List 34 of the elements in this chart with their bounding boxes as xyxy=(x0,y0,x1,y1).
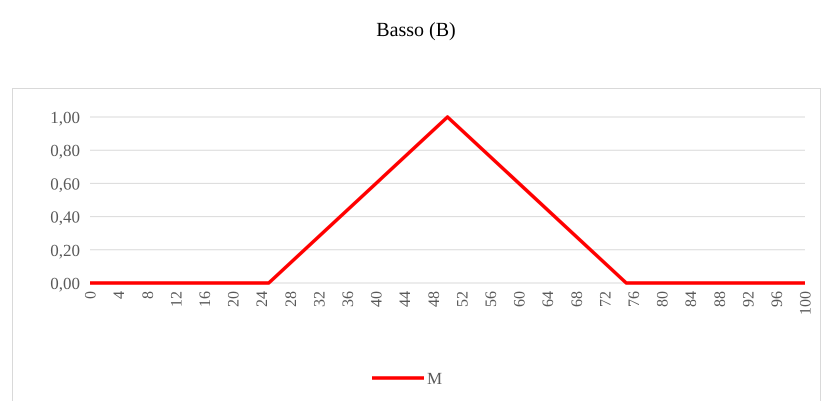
x-tick-label: 0 xyxy=(82,291,100,299)
x-tick-label: 48 xyxy=(426,291,443,307)
x-tick-label: 32 xyxy=(311,291,328,307)
x-tick-label: 44 xyxy=(397,291,414,307)
x-tick-label: 92 xyxy=(740,291,758,307)
y-tick-label: 0,60 xyxy=(50,174,80,194)
x-tick-label: 60 xyxy=(512,291,529,307)
x-tick-label: 28 xyxy=(282,291,300,307)
x-tick-label: 4 xyxy=(111,291,128,299)
x-tick-label: 68 xyxy=(568,291,586,307)
x-tick-label: 96 xyxy=(769,291,786,307)
x-tick-label: 64 xyxy=(540,291,558,307)
y-tick-label: 0,20 xyxy=(50,240,80,260)
x-tick-label: 24 xyxy=(254,291,272,307)
x-tick-label: 16 xyxy=(197,291,214,307)
x-tick-label: 100 xyxy=(798,291,815,315)
y-tick-label: 0,40 xyxy=(50,208,80,227)
x-tick-label: 56 xyxy=(483,291,500,307)
x-tick-label: 8 xyxy=(140,291,157,299)
x-tick-label: 12 xyxy=(168,291,186,307)
x-tick-label: 84 xyxy=(683,291,700,307)
x-tick-label: 80 xyxy=(654,291,672,307)
y-tick-label: 1,00 xyxy=(50,108,80,127)
y-tick-label: 0,80 xyxy=(50,141,80,160)
x-tick-label: 88 xyxy=(712,291,729,307)
y-tick-label: 0,00 xyxy=(50,274,80,293)
chart-title: Basso (B) xyxy=(376,19,456,41)
x-tick-label: 76 xyxy=(626,291,643,307)
legend-label: M xyxy=(427,368,442,388)
x-tick-label: 72 xyxy=(597,291,614,307)
x-tick-label: 20 xyxy=(226,291,243,307)
x-tick-label: 36 xyxy=(340,291,357,307)
x-tick-label: 52 xyxy=(454,291,472,307)
x-tick-label: 40 xyxy=(368,291,386,307)
